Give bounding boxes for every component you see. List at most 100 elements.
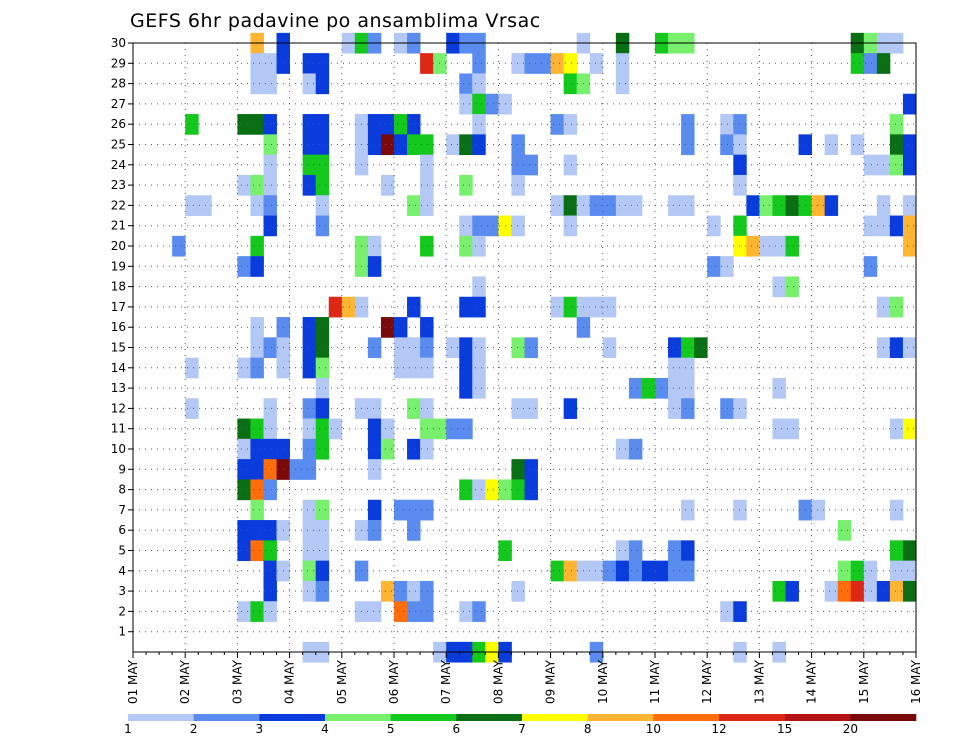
legend-label: 7 <box>518 722 526 736</box>
heatmap-cell <box>485 215 499 237</box>
heatmap-cell <box>407 195 421 216</box>
heatmap-cell <box>302 154 317 176</box>
heatmap-cell <box>889 296 904 318</box>
heatmap-cell <box>850 53 865 74</box>
heatmap-cell <box>589 195 604 216</box>
heatmap-cell <box>589 560 604 582</box>
heatmap-cell <box>263 215 277 237</box>
heatmap-cell <box>420 418 434 440</box>
y-tick-label: 8 <box>118 483 126 497</box>
heatmap-cell <box>185 114 199 135</box>
heatmap-cell <box>367 114 382 135</box>
y-tick-label: 4 <box>118 564 126 578</box>
heatmap-cell <box>407 357 421 379</box>
heatmap-cell <box>459 377 473 399</box>
heatmap-cell <box>615 438 630 460</box>
x-tick-label: 14 MAY <box>805 659 819 704</box>
heatmap-cell <box>250 540 264 562</box>
heatmap-cell <box>785 580 799 602</box>
heatmap-cell <box>811 195 826 216</box>
heatmap-cell <box>902 215 917 237</box>
legend-label: 15 <box>777 722 792 736</box>
legend-swatch <box>522 714 588 721</box>
legend-label: 5 <box>387 722 395 736</box>
heatmap-cell <box>263 337 277 359</box>
heatmap-cell <box>367 337 382 359</box>
heatmap-cells <box>172 32 917 663</box>
heatmap-cell <box>472 337 486 359</box>
heatmap-cell <box>302 499 317 521</box>
heatmap-cell <box>302 114 317 135</box>
y-tick-label: 27 <box>111 97 126 111</box>
heatmap-cell <box>472 235 486 257</box>
heatmap-cell <box>668 540 682 562</box>
heatmap-cell <box>902 235 917 257</box>
legend-label: 4 <box>321 722 329 736</box>
heatmap-cell <box>237 601 251 622</box>
legend-swatch <box>325 714 391 721</box>
heatmap-cell <box>511 154 525 176</box>
y-tick-label: 18 <box>111 280 126 294</box>
heatmap-cell <box>420 317 434 338</box>
heatmap-cell <box>563 154 578 176</box>
heatmap-cell <box>420 134 434 156</box>
heatmap-cell <box>315 195 330 216</box>
heatmap-cell <box>315 114 330 135</box>
heatmap-cell <box>550 560 565 582</box>
heatmap-cell <box>250 438 264 460</box>
y-tick-label: 9 <box>118 462 126 476</box>
legend-label: 12 <box>711 722 726 736</box>
heatmap-cell <box>850 134 865 156</box>
heatmap-cell <box>367 520 382 541</box>
heatmap-cell <box>628 438 643 460</box>
heatmap-cell <box>407 520 421 541</box>
heatmap-cell <box>511 459 525 480</box>
heatmap-cell <box>772 580 786 602</box>
heatmap-cell <box>315 357 330 379</box>
heatmap-cell <box>746 195 760 216</box>
heatmap-cell <box>733 601 747 622</box>
heatmap-cell <box>563 215 578 237</box>
heatmap-cell <box>315 520 330 541</box>
heatmap-cell <box>902 154 917 176</box>
heatmap-cell <box>733 174 747 196</box>
heatmap-cell <box>263 601 277 622</box>
heatmap-cell <box>902 195 917 216</box>
y-tick-label: 15 <box>111 341 126 355</box>
heatmap-cell <box>250 418 264 440</box>
heatmap-cell <box>563 53 578 74</box>
heatmap-cell <box>237 174 251 196</box>
heatmap-cell <box>824 195 839 216</box>
heatmap-cell <box>302 540 317 562</box>
heatmap-cell <box>250 195 264 216</box>
heatmap-cell <box>394 357 408 379</box>
y-tick-label: 10 <box>111 442 126 456</box>
heatmap-cell <box>511 134 525 156</box>
heatmap-cell <box>198 195 212 216</box>
heatmap-cell <box>250 357 264 379</box>
legend-label: 10 <box>646 722 661 736</box>
heatmap-cell <box>681 195 695 216</box>
y-tick-label: 24 <box>111 158 126 172</box>
heatmap-cell <box>563 114 578 135</box>
heatmap-cell <box>563 398 578 419</box>
heatmap-cell <box>250 235 264 257</box>
y-tick-label: 7 <box>118 503 126 517</box>
heatmap-cell <box>302 53 317 74</box>
heatmap-cell <box>563 195 578 216</box>
heatmap-cell <box>315 73 330 95</box>
heatmap-cell <box>889 337 904 359</box>
heatmap-cell <box>524 459 538 480</box>
heatmap-cell <box>302 357 317 379</box>
legend-label: 6 <box>453 722 461 736</box>
heatmap-cell <box>315 580 330 602</box>
y-tick-label: 22 <box>111 198 126 212</box>
heatmap-cell <box>263 195 277 216</box>
heatmap-cell <box>302 520 317 541</box>
heatmap-cell <box>759 195 773 216</box>
heatmap-cell <box>628 560 643 582</box>
y-tick-label: 25 <box>111 138 126 152</box>
heatmap-cell <box>459 296 473 318</box>
x-tick-label: 10 MAY <box>596 659 610 704</box>
legend-swatch <box>719 714 785 721</box>
